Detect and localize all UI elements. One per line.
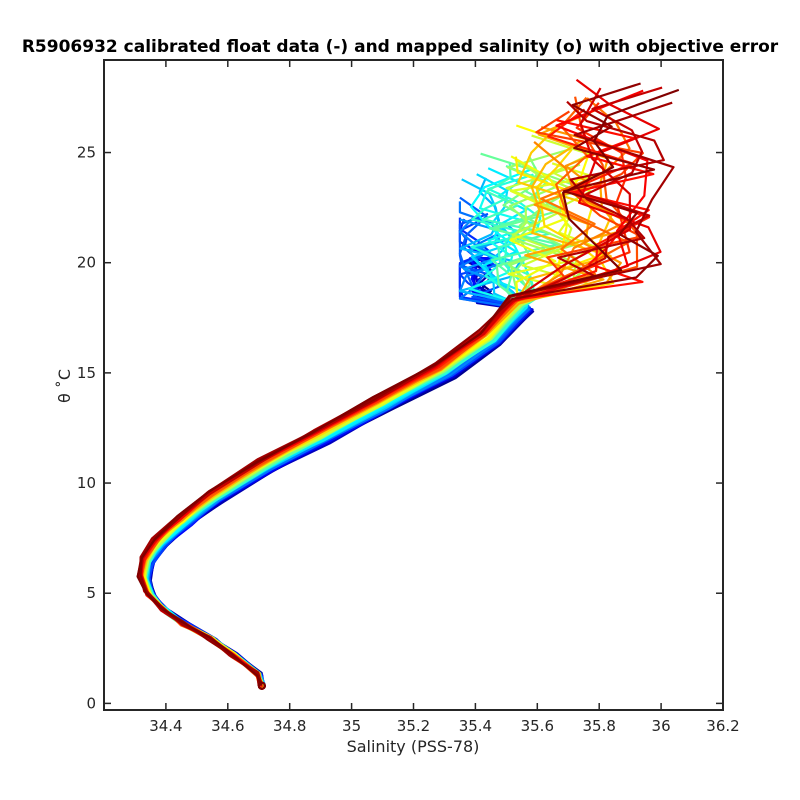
y-tick-label: 5 [86,584,96,602]
x-tick-label: 36 [652,717,671,735]
x-tick-label: 34.6 [211,717,244,735]
y-axis-label: θ ˚C [55,369,74,403]
mapped-point [257,681,266,690]
x-tick-label: 35.2 [397,717,430,735]
x-tick-label: 34.4 [149,717,182,735]
profile-lines [136,78,680,690]
x-tick-label: 35.6 [521,717,554,735]
x-tick-label: 34.8 [273,717,306,735]
y-axis: 0 5 10 15 20 25 [77,144,723,712]
profile-line [136,88,680,686]
x-axis: 34.4 34.6 34.8 35 35.2 35.4 35.6 35.8 36 36.2 [149,60,740,735]
y-tick-label: 20 [77,254,96,272]
profile-line [136,100,665,685]
x-tick-label: 35 [342,717,361,735]
y-tick-label: 10 [77,474,96,492]
y-tick-label: 25 [77,144,96,162]
x-tick-label: 35.4 [459,717,492,735]
x-tick-label: 35.8 [582,717,615,735]
chart-title: R5906932 calibrated float data (-) and m… [22,37,779,57]
x-axis-label: Salinity (PSS-78) [347,737,480,756]
x-tick-label: 36.2 [706,717,739,735]
y-tick-label: 15 [77,364,96,382]
y-tick-label: 0 [86,694,96,712]
